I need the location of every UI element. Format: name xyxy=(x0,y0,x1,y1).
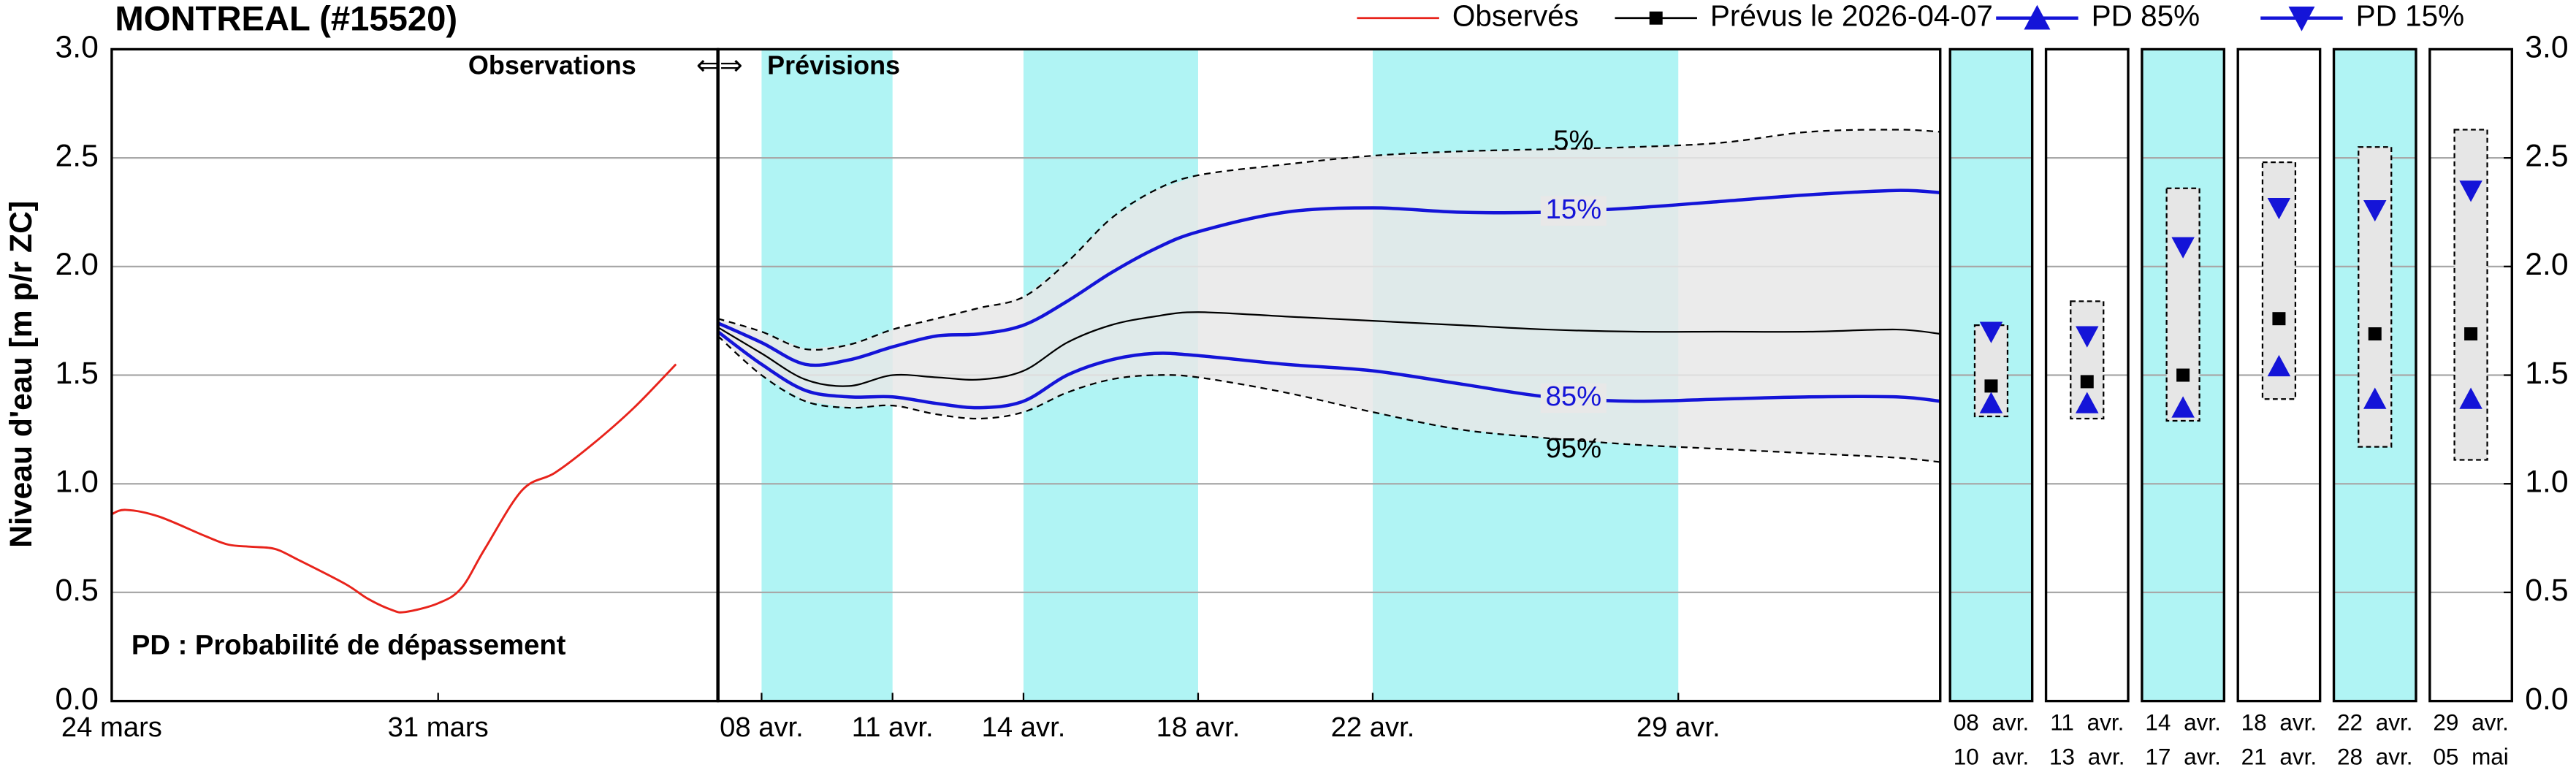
x-tick-label: 18 avr. xyxy=(1156,712,1241,743)
median-marker xyxy=(2464,327,2478,340)
annotation: Observations xyxy=(468,50,636,80)
x-tick-label: 11 avr. xyxy=(852,712,934,743)
period-end-label: 21 avr. xyxy=(2241,744,2317,770)
legend-marker xyxy=(2288,6,2315,31)
x-tick-label: 22 avr. xyxy=(1331,712,1415,743)
legend-label: PD 15% xyxy=(2356,0,2464,32)
panel-frame xyxy=(1948,47,2034,703)
legend-marker xyxy=(1649,11,1663,25)
period-start-label: 14 avr. xyxy=(2145,709,2221,735)
percentile-line xyxy=(717,129,1940,351)
range-box xyxy=(2358,146,2393,448)
pd-marker xyxy=(2076,392,2099,413)
period-start-label: 22 avr. xyxy=(2337,709,2413,735)
y-tick-label: 3.0 xyxy=(56,30,99,65)
legend-label: Observés xyxy=(1452,0,1579,32)
legend-label: PD 85% xyxy=(2092,0,2200,32)
panel-frame xyxy=(2236,47,2322,703)
y2-tick-label: 3.0 xyxy=(2525,30,2568,65)
period-start-label: 11 avr. xyxy=(2050,709,2124,735)
forecast-line xyxy=(717,188,1940,367)
median-marker xyxy=(2368,327,2382,340)
pd-marker xyxy=(2363,387,2387,409)
period-start-label: 08 avr. xyxy=(1954,709,2030,735)
chart-title: MONTREAL (#15520) xyxy=(115,0,457,39)
pd-marker xyxy=(2459,180,2482,202)
pd-marker xyxy=(1979,321,2003,343)
x-tick-label: 08 avr. xyxy=(720,712,804,743)
annotation: PD : Probabilité de dépassement xyxy=(132,630,566,661)
period-end-label: 13 avr. xyxy=(2049,744,2125,770)
x-tick-label: 14 avr. xyxy=(982,712,1066,743)
annotation: Prévisions xyxy=(767,50,900,80)
y2-tick-label: 2.5 xyxy=(2525,138,2568,173)
period-end-label: 28 avr. xyxy=(2337,744,2413,770)
x-tick-label: 24 mars xyxy=(61,712,162,743)
median-marker xyxy=(2080,375,2094,389)
legend-marker xyxy=(2024,4,2051,30)
pd-marker xyxy=(2171,396,2195,418)
period-start-label: 29 avr. xyxy=(2433,709,2509,735)
panel-frame xyxy=(2332,47,2417,703)
annotation: ⇐⇒ xyxy=(696,50,743,81)
series-label: 95% xyxy=(1546,432,1601,464)
x-tick-label: 31 mars xyxy=(388,712,489,743)
label-background xyxy=(1540,383,1607,413)
percentile-line xyxy=(717,335,1940,463)
period-end-label: 10 avr. xyxy=(1954,744,2030,770)
pd-marker xyxy=(2076,326,2099,348)
x-tick-label: 29 avr. xyxy=(1636,712,1720,743)
y2-tick-label: 2.0 xyxy=(2525,247,2568,282)
y-tick-label: 1.0 xyxy=(56,465,99,500)
series-label: 15% xyxy=(1546,194,1601,225)
y-tick-label: 2.5 xyxy=(56,138,99,173)
y2-tick-label: 0.0 xyxy=(2525,682,2568,717)
observed-line xyxy=(111,363,677,614)
period-end-label: 05 mai xyxy=(2433,744,2508,770)
forecast-line xyxy=(717,311,1940,387)
y-axis-label: Niveau d'eau [m p/r ZC] xyxy=(4,201,39,548)
panel-frame xyxy=(2141,47,2226,703)
pd-marker xyxy=(2267,198,2291,220)
y-tick-label: 2.0 xyxy=(56,247,99,282)
period-end-label: 17 avr. xyxy=(2145,744,2221,770)
y2-tick-label: 0.5 xyxy=(2525,573,2568,608)
period-start-label: 18 avr. xyxy=(2241,709,2317,735)
forecast-line xyxy=(717,330,1940,410)
y2-tick-label: 1.0 xyxy=(2525,465,2568,500)
range-box xyxy=(2165,187,2200,422)
pd-marker xyxy=(2171,237,2195,259)
y2-tick-label: 1.5 xyxy=(2525,356,2568,391)
pd-marker xyxy=(2363,200,2387,222)
median-marker xyxy=(2176,368,2190,382)
label-background xyxy=(1540,196,1607,226)
y-tick-label: 0.0 xyxy=(56,682,99,717)
pd-marker xyxy=(2267,354,2291,377)
median-marker xyxy=(1984,379,1998,393)
series-label: 85% xyxy=(1546,381,1601,412)
pd-marker xyxy=(1979,392,2003,413)
legend-label: Prévus le 2026-04-07 xyxy=(1710,0,1993,32)
panel-frame xyxy=(2044,47,2130,703)
median-marker xyxy=(2272,312,2286,326)
confidence-band xyxy=(717,129,1940,462)
y-tick-label: 1.5 xyxy=(56,356,99,391)
range-box xyxy=(2453,129,2488,461)
pd-marker xyxy=(2459,387,2482,409)
series-label: 5% xyxy=(1553,124,1593,156)
y-tick-label: 0.5 xyxy=(56,573,99,608)
